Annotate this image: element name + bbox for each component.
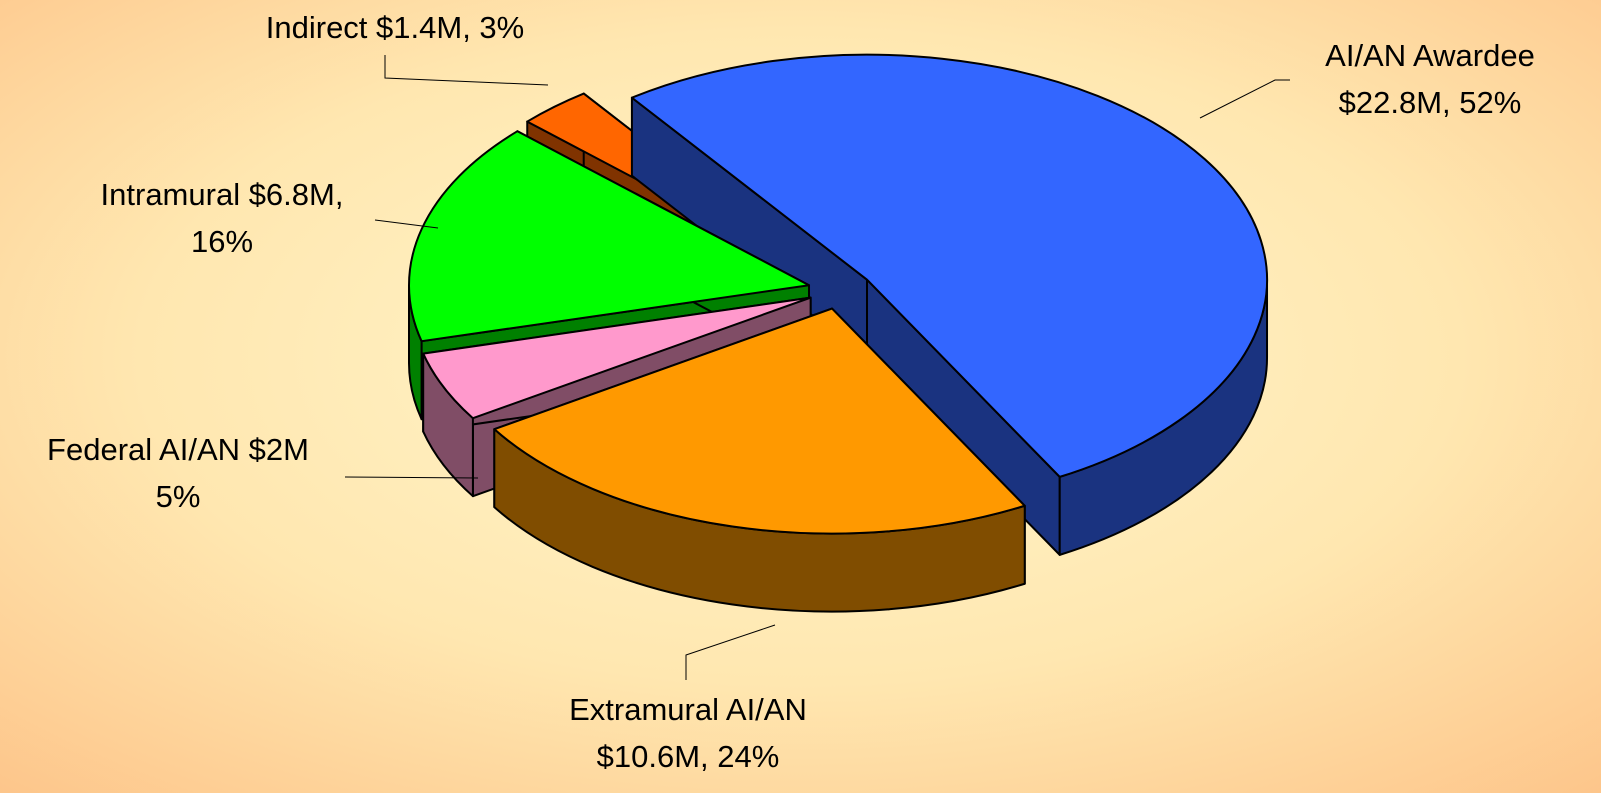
data-label: 5% <box>156 479 201 514</box>
leader-line <box>384 55 549 86</box>
slice-top <box>630 53 1269 478</box>
data-label: Federal AI/AN $2M <box>47 432 309 467</box>
data-label: Indirect $1.4M, 3% <box>266 10 524 45</box>
slice-top <box>493 307 1026 535</box>
data-label: 16% <box>191 224 253 259</box>
pie <box>408 53 1269 613</box>
leader-line <box>685 624 776 680</box>
leader-line <box>374 219 439 229</box>
leader-line <box>344 476 479 479</box>
slice <box>493 307 1026 613</box>
slice-top <box>422 296 812 420</box>
leader-line <box>1199 79 1290 119</box>
data-label: $10.6M, 24% <box>597 739 780 774</box>
data-label: Extramural AI/AN <box>569 692 807 727</box>
data-label: AI/AN Awardee <box>1325 38 1535 73</box>
data-label: Intramural $6.8M, <box>101 177 344 212</box>
data-label: $22.8M, 52% <box>1339 85 1522 120</box>
slice-top <box>408 130 811 343</box>
labels: AI/AN Awardee $22.8M, 52% Extramural AI/AN… <box>47 10 1535 774</box>
